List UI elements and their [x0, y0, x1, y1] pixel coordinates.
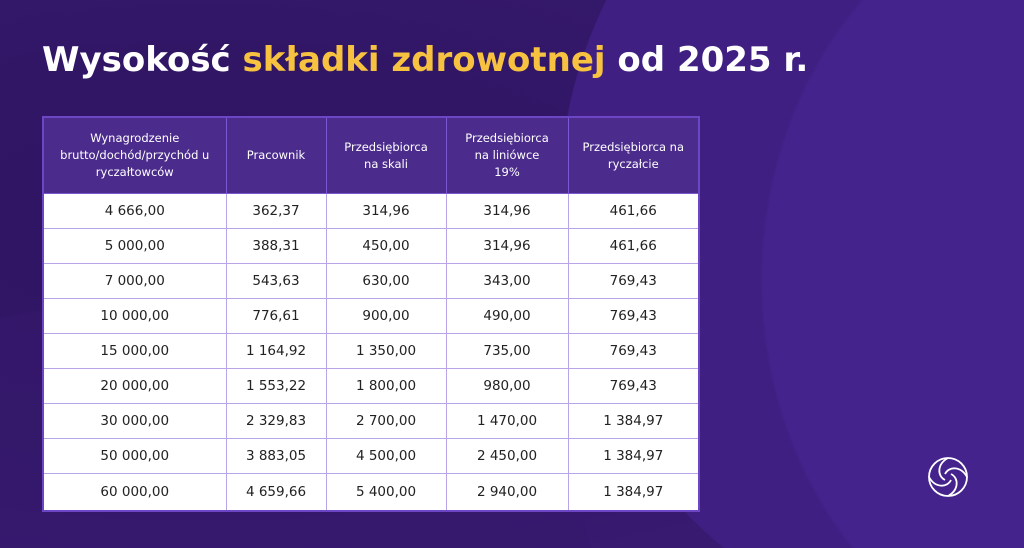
table-cell: 50 000,00 — [42, 438, 227, 474]
table-cell: 776,61 — [225, 298, 327, 334]
table-cell: 450,00 — [325, 228, 447, 264]
table-header-row: Wynagrodzenie brutto/dochód/przychód u r… — [42, 116, 700, 194]
column-header: Przedsiębiorca na liniówce 19% — [445, 116, 569, 194]
table-cell: 461,66 — [567, 193, 700, 229]
column-header: Przedsiębiorca na skali — [325, 116, 447, 194]
column-header: Pracownik — [225, 116, 327, 194]
table-cell: 5 000,00 — [42, 228, 227, 264]
table-row: 4 666,00 362,37 314,96 314,96 461,66 — [42, 193, 700, 229]
table-cell: 543,63 — [225, 263, 327, 299]
table-cell: 362,37 — [225, 193, 327, 229]
table-cell: 1 350,00 — [325, 333, 447, 369]
table-cell: 769,43 — [567, 368, 700, 404]
table-cell: 60 000,00 — [42, 473, 227, 512]
table-cell: 1 800,00 — [325, 368, 447, 404]
table-cell: 343,00 — [445, 263, 569, 299]
title-part2: od 2025 r. — [605, 40, 809, 80]
table-cell: 4 659,66 — [225, 473, 327, 512]
column-header: Wynagrodzenie brutto/dochód/przychód u r… — [42, 116, 227, 194]
table-cell: 10 000,00 — [42, 298, 227, 334]
table-cell: 388,31 — [225, 228, 327, 264]
table-cell: 1 553,22 — [225, 368, 327, 404]
table-cell: 20 000,00 — [42, 368, 227, 404]
table-cell: 769,43 — [567, 263, 700, 299]
table-cell: 1 384,97 — [567, 438, 700, 474]
table-cell: 314,96 — [445, 193, 569, 229]
table-row: 20 000,00 1 553,22 1 800,00 980,00 769,43 — [42, 368, 700, 404]
table-cell: 314,96 — [445, 228, 569, 264]
table-cell: 2 940,00 — [445, 473, 569, 512]
table-cell: 2 450,00 — [445, 438, 569, 474]
table-row: 60 000,00 4 659,66 5 400,00 2 940,00 1 384,9… — [42, 473, 700, 512]
table-cell: 1 384,97 — [567, 473, 700, 512]
table-cell: 7 000,00 — [42, 263, 227, 299]
table-cell: 314,96 — [325, 193, 447, 229]
table-cell: 900,00 — [325, 298, 447, 334]
table-cell: 4 500,00 — [325, 438, 447, 474]
table-cell: 1 470,00 — [445, 403, 569, 439]
table-cell: 3 883,05 — [225, 438, 327, 474]
table-cell: 630,00 — [325, 263, 447, 299]
table-cell: 1 164,92 — [225, 333, 327, 369]
table-row: 50 000,00 3 883,05 4 500,00 2 450,00 1 384,9… — [42, 438, 700, 474]
table-cell: 980,00 — [445, 368, 569, 404]
table-cell: 4 666,00 — [42, 193, 227, 229]
table-cell: 1 384,97 — [567, 403, 700, 439]
table-cell: 2 329,83 — [225, 403, 327, 439]
table-cell: 30 000,00 — [42, 403, 227, 439]
aperture-spiral-logo-icon — [928, 457, 968, 497]
column-header: Przedsiębiorca na ryczałcie — [567, 116, 700, 194]
table-row: 30 000,00 2 329,83 2 700,00 1 470,00 1 384,9… — [42, 403, 700, 439]
page-title: Wysokość składki zdrowotnej od 2025 r. — [42, 40, 808, 80]
table-cell: 769,43 — [567, 333, 700, 369]
table-row: 7 000,00 543,63 630,00 343,00 769,43 — [42, 263, 700, 299]
title-part1: Wysokość — [42, 40, 243, 80]
table-row: 10 000,00 776,61 900,00 490,00 769,43 — [42, 298, 700, 334]
table-row: 15 000,00 1 164,92 1 350,00 735,00 769,43 — [42, 333, 700, 369]
table-cell: 5 400,00 — [325, 473, 447, 512]
background-arc — [760, 0, 1024, 548]
contribution-table: Wynagrodzenie brutto/dochód/przychód u r… — [42, 116, 700, 512]
title-highlight: składki zdrowotnej — [242, 40, 606, 80]
table-cell: 490,00 — [445, 298, 569, 334]
table-row: 5 000,00 388,31 450,00 314,96 461,66 — [42, 228, 700, 264]
table-cell: 461,66 — [567, 228, 700, 264]
table-cell: 769,43 — [567, 298, 700, 334]
table-cell: 15 000,00 — [42, 333, 227, 369]
table-cell: 2 700,00 — [325, 403, 447, 439]
table-cell: 735,00 — [445, 333, 569, 369]
